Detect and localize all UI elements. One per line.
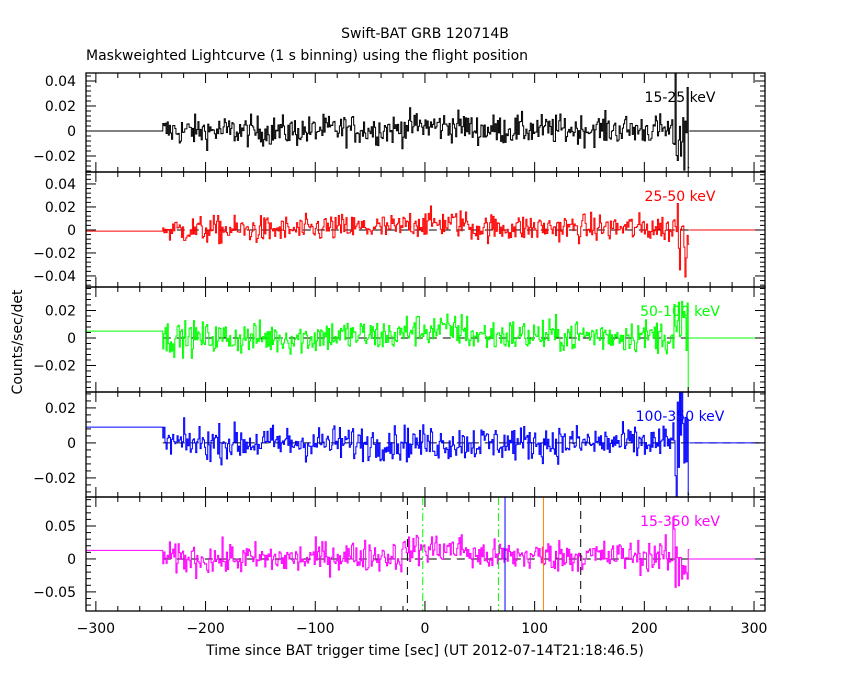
y-tick-label: −0.02 [33, 246, 76, 262]
panel-4: −0.05 0 0.05 15-350 keV [33, 496, 766, 612]
panel-frame [85, 496, 766, 612]
chart-subtitle: Maskweighted Lightcurve (1 s binning) us… [86, 48, 528, 64]
x-tick-label: 0 [420, 621, 429, 637]
chart-title: Swift-BAT GRB 120714B [341, 26, 509, 42]
series-line [86, 300, 765, 393]
x-tick-label: 200 [631, 621, 658, 637]
y-tick-label: 0 [67, 223, 76, 239]
y-tick-label: −0.02 [33, 358, 76, 374]
x-tick-label: 100 [521, 621, 548, 637]
x-tick-label: −200 [186, 621, 224, 637]
y-tick-label: 0.02 [45, 200, 76, 216]
panel-0: −0.02 0 0.02 0.04 15-25 keV [33, 72, 766, 173]
y-tick-label: −0.05 [33, 585, 76, 601]
panel-band-label: 50-100 keV [640, 304, 720, 320]
panel-band-label: 100-350 keV [636, 409, 725, 425]
panel-1: −0.04 −0.02 0 0.02 0.04 25-50 keV [33, 171, 766, 288]
series-line [86, 202, 765, 278]
y-tick-label: 0.04 [45, 177, 76, 193]
x-tick-label: 300 [741, 621, 768, 637]
y-tick-label: 0 [67, 331, 76, 347]
y-tick-label: −0.02 [33, 149, 76, 165]
series-line [86, 72, 765, 171]
x-tick-label: −100 [296, 621, 334, 637]
series-line [86, 391, 765, 498]
y-tick-label: 0.02 [45, 99, 76, 115]
series-line [86, 516, 765, 588]
x-axis-label: Time since BAT trigger time [sec] (UT 20… [205, 643, 644, 659]
panel-band-label: 25-50 keV [645, 189, 716, 205]
y-tick-label: −0.04 [33, 269, 76, 285]
y-tick-label: 0.02 [45, 401, 76, 417]
panel-2: −0.02 0 0.02 50-100 keV [33, 286, 766, 393]
panel-frame [85, 72, 766, 173]
x-tick-label: −300 [77, 621, 115, 637]
y-tick-label: 0 [67, 436, 76, 452]
panel-band-label: 15-350 keV [640, 514, 720, 530]
panel-band-label: 15-25 keV [645, 90, 716, 106]
y-tick-label: 0 [67, 552, 76, 568]
y-tick-label: 0.02 [45, 304, 76, 320]
y-tick-label: 0 [67, 124, 76, 140]
y-tick-label: 0.05 [45, 519, 76, 535]
y-tick-label: −0.02 [33, 471, 76, 487]
y-tick-label: 0.04 [45, 74, 76, 90]
y-axis-label: Counts/sec/det [10, 289, 26, 394]
panel-3: −0.02 0 0.02 100-350 keV [33, 391, 766, 498]
